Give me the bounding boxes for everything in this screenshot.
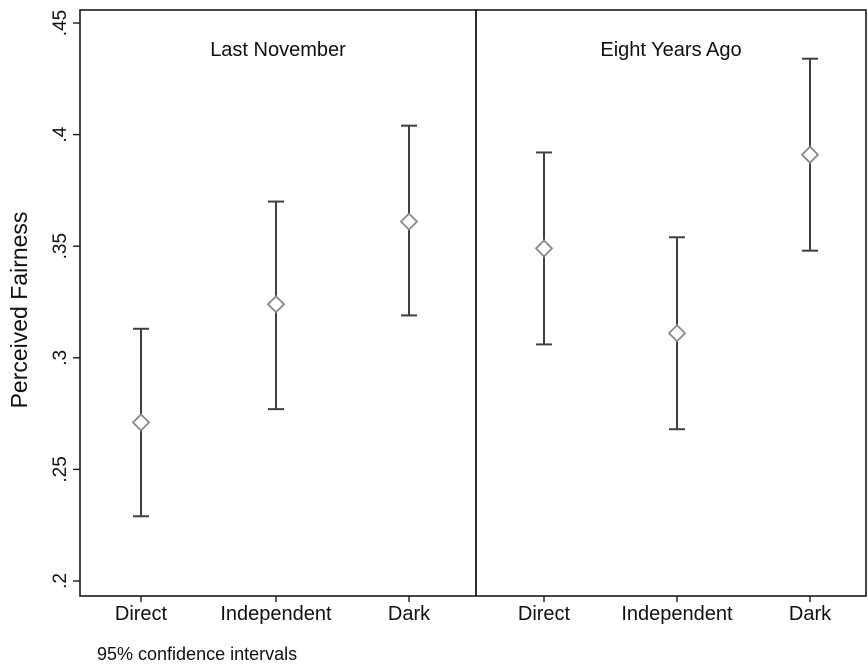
point-estimate-marker: [667, 323, 687, 343]
y-tick-label: .2: [50, 573, 71, 589]
panel-1: Last November Direct Independent Dark: [79, 9, 477, 625]
y-axis-title: Perceived Fairness: [6, 212, 32, 409]
panel-title: Eight Years Ago: [600, 39, 741, 61]
x-tick-label: Independent: [621, 603, 733, 625]
panel-2: Eight Years Ago Direct Independent Dark: [475, 9, 867, 625]
y-tick-label: .4: [50, 126, 71, 142]
point-estimate-marker: [131, 413, 151, 432]
x-tick-label: Direct: [115, 603, 168, 625]
point-estimate-marker: [800, 145, 820, 164]
y-tick-label: .25: [50, 456, 71, 482]
x-tick-label: Direct: [518, 603, 571, 625]
y-axis: .2 .25 .3 .35 .4 .45: [50, 10, 80, 589]
point-estimate-marker: [399, 212, 419, 231]
panel-frame: [475, 9, 867, 597]
chart-note: 95% confidence intervals: [97, 644, 297, 664]
x-tick-label: Dark: [789, 603, 832, 625]
point-estimate-marker: [266, 294, 286, 314]
y-tick-label: .3: [50, 350, 71, 366]
y-tick-label: .45: [50, 10, 71, 36]
x-tick-label: Independent: [220, 603, 332, 625]
point-estimate-marker: [534, 239, 554, 258]
panel-title: Last November: [210, 39, 346, 61]
x-tick-label: Dark: [388, 603, 431, 625]
y-tick-label: .35: [50, 233, 71, 259]
